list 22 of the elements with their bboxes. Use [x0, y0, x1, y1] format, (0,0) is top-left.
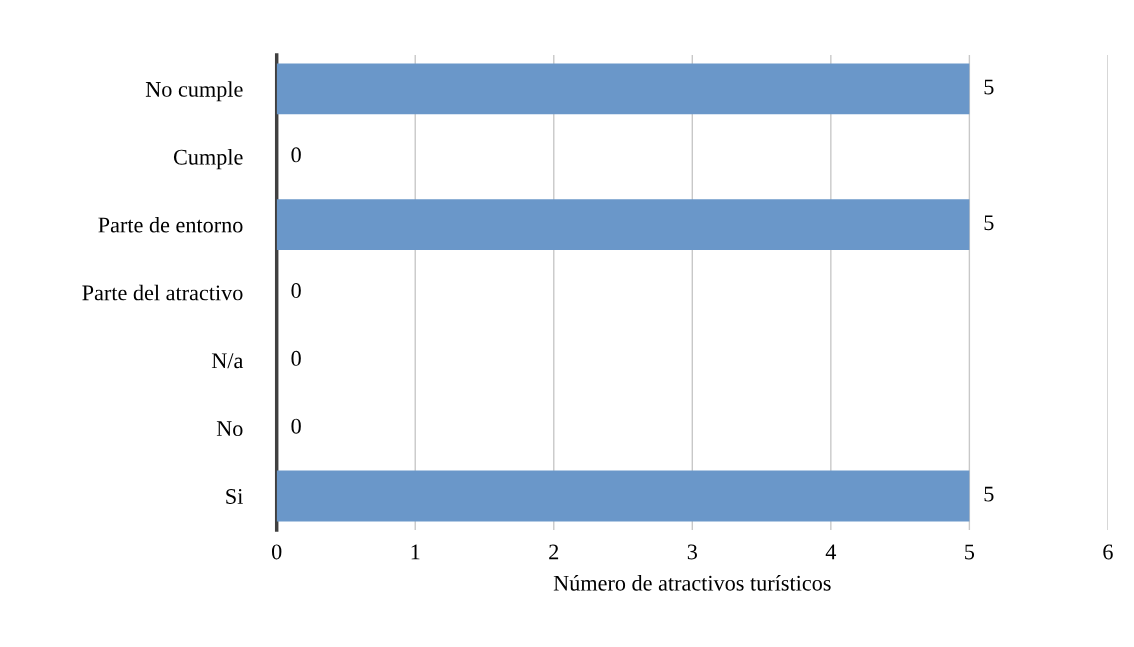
y-tick-label: Si — [226, 488, 243, 504]
data-label: 5 — [984, 486, 994, 502]
x-tick-label: 0 — [271, 544, 282, 560]
x-tick-label: 4 — [825, 544, 837, 560]
y-tick-label: No cumple — [145, 81, 243, 102]
data-label: 0 — [291, 418, 301, 434]
data-label: 5 — [984, 79, 994, 95]
y-tick-label: No — [216, 421, 243, 437]
x-tick-label: 5 — [965, 544, 975, 560]
y-tick-label: N/a — [211, 353, 244, 369]
data-label: 0 — [291, 350, 301, 366]
x-tick-label: 1 — [411, 544, 420, 560]
x-tick-label: 3 — [687, 544, 697, 560]
data-label: 5 — [984, 215, 994, 231]
data-label: 0 — [291, 283, 301, 299]
x-axis-title: Número de atractivos turísticos — [553, 575, 831, 591]
x-tick-label: 2 — [549, 544, 559, 560]
x-tick-label: 6 — [1103, 544, 1113, 560]
y-tick-label: Parte del atractivo — [82, 284, 243, 301]
y-tick-label: Cumple — [173, 149, 243, 170]
data-label: 0 — [291, 147, 301, 163]
y-tick-label: Parte de entorno — [98, 216, 243, 233]
